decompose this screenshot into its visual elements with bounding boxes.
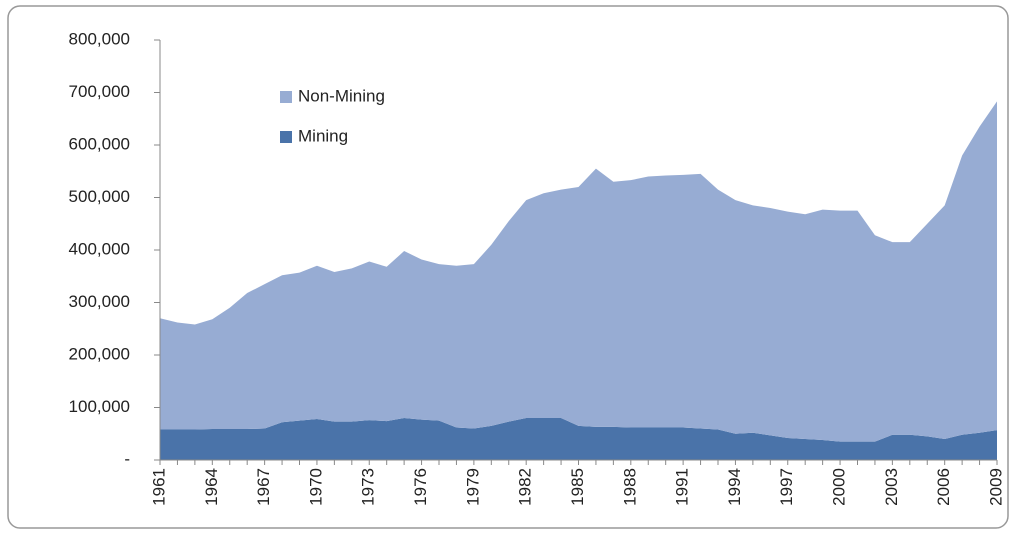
x-tick-label: 1967 [254,468,273,506]
legend-swatch [280,131,292,143]
x-tick-label: 1973 [359,468,378,506]
x-tick-label: 1985 [568,468,587,506]
y-tick-label: 200,000 [69,344,130,363]
legend-label: Non-Mining [298,86,385,105]
x-tick-label: 2006 [934,468,953,506]
y-tick-label: 300,000 [69,292,130,311]
x-tick-label: 1994 [725,468,744,506]
x-tick-label: 1997 [777,468,796,506]
y-tick-label: - [124,449,130,468]
y-tick-label: 500,000 [69,187,130,206]
y-tick-label: 800,000 [69,29,130,48]
y-tick-label: 600,000 [69,134,130,153]
x-tick-label: 1964 [202,468,221,506]
x-tick-label: 1979 [463,468,482,506]
x-tick-label: 2003 [882,468,901,506]
area [160,101,997,442]
y-tick-label: 100,000 [69,397,130,416]
legend-label: Mining [298,126,348,145]
area [160,418,997,460]
x-tick-label: 2009 [986,468,1005,506]
x-tick-label: 1982 [516,468,535,506]
x-tick-label: 1988 [620,468,639,506]
y-tick-label: 700,000 [69,82,130,101]
x-tick-label: 1970 [306,468,325,506]
x-tick-label: 1976 [411,468,430,506]
x-tick-label: 1961 [149,468,168,506]
legend-swatch [280,91,292,103]
y-tick-label: 400,000 [69,239,130,258]
x-tick-label: 1991 [673,468,692,506]
x-tick-label: 2000 [830,468,849,506]
